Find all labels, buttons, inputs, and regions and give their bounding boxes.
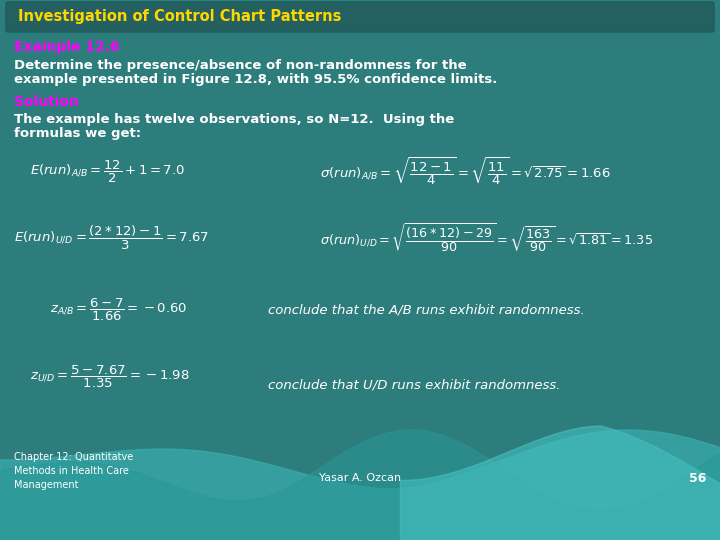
Text: Solution: Solution	[14, 95, 79, 109]
Text: conclude that U/D runs exhibit randomness.: conclude that U/D runs exhibit randomnes…	[268, 379, 560, 392]
Text: example presented in Figure 12.8, with 95.5% confidence limits.: example presented in Figure 12.8, with 9…	[14, 73, 498, 86]
Text: $E(run)_{U/D} = \dfrac{(2*12)-1}{3} = 7.67$: $E(run)_{U/D} = \dfrac{(2*12)-1}{3} = 7.…	[14, 224, 210, 252]
Text: formulas we get:: formulas we get:	[14, 127, 141, 140]
Text: conclude that the A/B runs exhibit randomness.: conclude that the A/B runs exhibit rando…	[268, 303, 585, 316]
Text: Determine the presence/absence of non-randomness for the: Determine the presence/absence of non-ra…	[14, 59, 467, 72]
Text: The example has twelve observations, so N=12.  Using the: The example has twelve observations, so …	[14, 113, 454, 126]
FancyBboxPatch shape	[6, 2, 714, 32]
Text: $\sigma(run)_{U/D} = \sqrt{\dfrac{(16*12)-29}{90}} = \sqrt{\dfrac{163}{90}} = \s: $\sigma(run)_{U/D} = \sqrt{\dfrac{(16*12…	[320, 221, 653, 254]
Text: Example 12.6: Example 12.6	[14, 40, 120, 54]
Text: Chapter 12: Quantitatve
Methods in Health Care
Management: Chapter 12: Quantitatve Methods in Healt…	[14, 452, 133, 490]
Text: $\sigma(run)_{A/B} = \sqrt{\dfrac{12-1}{4}} = \sqrt{\dfrac{11}{4}} = \sqrt{2.75}: $\sigma(run)_{A/B} = \sqrt{\dfrac{12-1}{…	[320, 156, 611, 188]
Text: $E(run)_{A/B} = \dfrac{12}{2}+1 = 7.0$: $E(run)_{A/B} = \dfrac{12}{2}+1 = 7.0$	[30, 159, 185, 185]
Text: $z_{U/D} = \dfrac{5-7.67}{1.35} = -1.98$: $z_{U/D} = \dfrac{5-7.67}{1.35} = -1.98$	[30, 364, 189, 390]
Text: Yasar A. Ozcan: Yasar A. Ozcan	[319, 473, 401, 483]
Text: $z_{A/B} = \dfrac{6-7}{1.66} = -0.60$: $z_{A/B} = \dfrac{6-7}{1.66} = -0.60$	[50, 297, 187, 323]
Text: Investigation of Control Chart Patterns: Investigation of Control Chart Patterns	[18, 10, 341, 24]
Text: 56: 56	[688, 471, 706, 484]
